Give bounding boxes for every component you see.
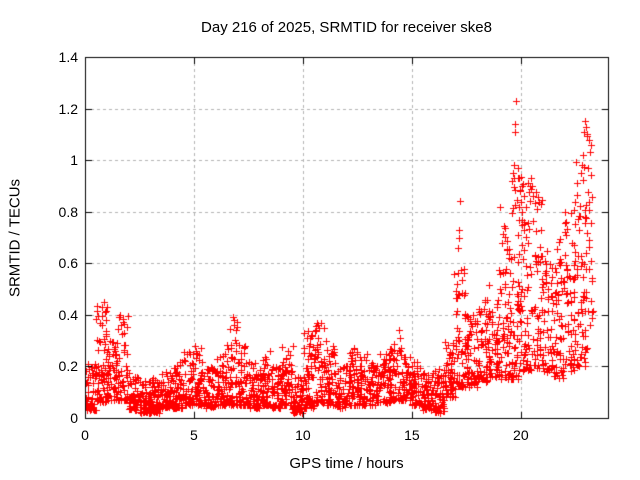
y-tick-label: 0.8 <box>58 203 78 220</box>
x-tick-label: 15 <box>404 427 420 443</box>
y-tick-label: 0.4 <box>58 306 78 323</box>
x-axis-label: GPS time / hours <box>289 455 404 472</box>
y-tick-label: 1.4 <box>58 49 78 65</box>
x-tick-label: 5 <box>190 427 198 443</box>
y-axis-label: SRMTID / TECUs <box>6 178 24 298</box>
x-tick-label: 0 <box>81 427 89 443</box>
y-tick-label: 0.6 <box>58 255 78 272</box>
y-tick-label: 0.2 <box>58 358 78 375</box>
x-tick-label: 10 <box>295 427 311 443</box>
chart-title: Day 216 of 2025, SRMTID for receiver ske… <box>201 19 492 36</box>
y-tick-label: 1.2 <box>58 100 78 117</box>
y-tick-label: 0 <box>70 410 78 426</box>
y-tick-label: 1 <box>70 152 78 169</box>
x-tick-label: 20 <box>513 427 529 443</box>
